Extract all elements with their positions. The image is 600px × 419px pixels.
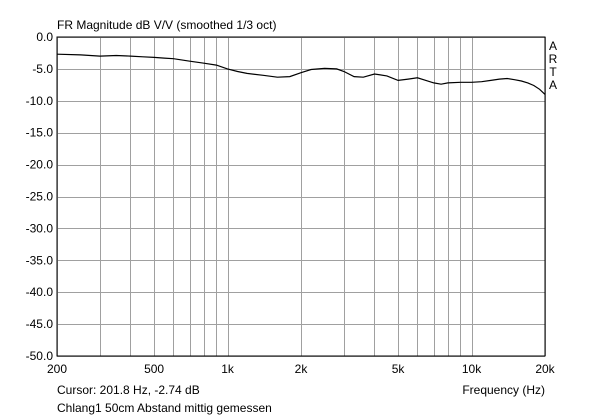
y-tick-label: -25.0 [26, 190, 54, 204]
x-axis-tick-labels: 200 500 1k 2k 5k 10k 20k [47, 362, 556, 376]
caption: Chlang1 50cm Abstand mittig gemessen [57, 401, 272, 415]
side-label-letter: R [549, 52, 558, 66]
cursor-readout: Cursor: 201.8 Hz, -2.74 dB [57, 383, 200, 397]
plot-frame [56, 36, 546, 357]
chart-title: FR Magnitude dB V/V (smoothed 1/3 oct) [57, 18, 276, 32]
series-line [56, 53, 546, 95]
grid [57, 37, 546, 357]
y-tick-label: -30.0 [26, 221, 54, 235]
x-tick-label: 2k [295, 362, 309, 376]
x-axis-label: Frequency (Hz) [462, 383, 545, 397]
side-label-letter: T [549, 65, 557, 79]
y-tick-label: -10.0 [26, 94, 54, 108]
y-tick-label: -5.0 [32, 62, 53, 76]
x-tick-label: 10k [462, 362, 482, 376]
y-tick-label: -50.0 [26, 349, 54, 363]
series-layer [56, 53, 546, 95]
y-tick-label: -40.0 [26, 285, 54, 299]
side-label-letter: A [549, 78, 557, 92]
y-tick-label: -35.0 [26, 253, 54, 267]
x-tick-label: 1k [221, 362, 235, 376]
y-axis-tick-labels: 0.0 -5.0 -10.0 -15.0 -20.0 -25.0 -30.0 -35.0 -40… [26, 30, 54, 363]
side-label-letter: A [549, 39, 557, 53]
y-tick-label: 0.0 [36, 30, 53, 44]
x-tick-label: 200 [47, 362, 67, 376]
y-tick-label: -45.0 [26, 317, 54, 331]
y-tick-label: -15.0 [26, 126, 54, 140]
x-tick-label: 20k [535, 362, 555, 376]
y-tick-label: -20.0 [26, 158, 54, 172]
x-tick-label: 5k [392, 362, 406, 376]
x-tick-label: 500 [144, 362, 164, 376]
